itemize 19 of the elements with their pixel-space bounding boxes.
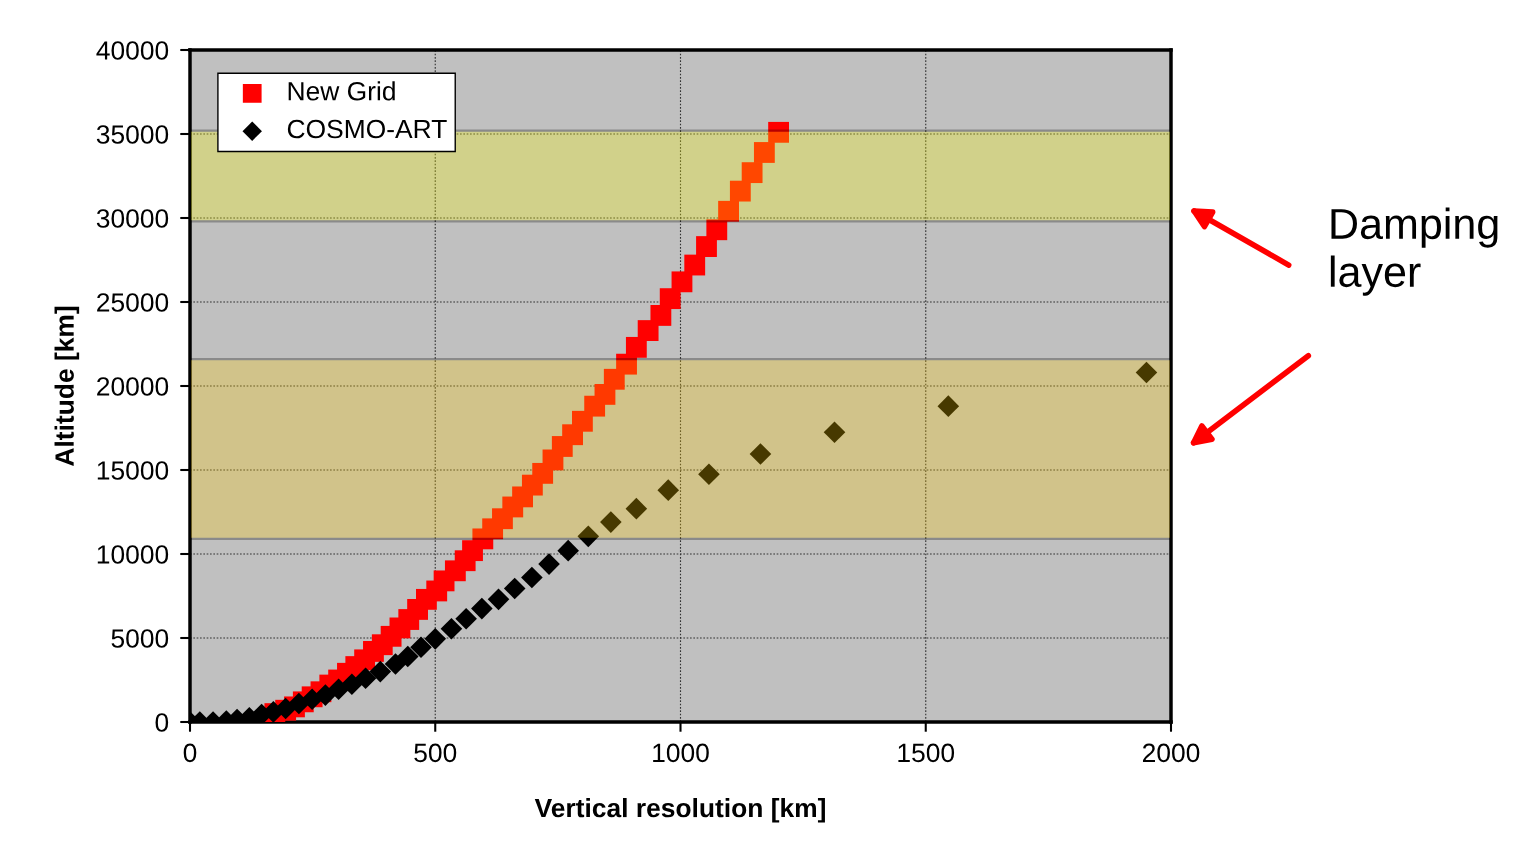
y-tick-label: 40000 — [96, 41, 169, 60]
y-tick-label: 25000 — [97, 293, 169, 312]
y-tick-label: 20000 — [97, 377, 169, 396]
y-axis-title: Altitude [km] — [54, 306, 80, 466]
x-tick-label: 1000 — [653, 743, 709, 763]
y-tick-label: 30000 — [96, 209, 169, 228]
x-tick-label: 500 — [414, 743, 457, 763]
legend-label: COSMO-ART — [287, 119, 447, 139]
y-tick-label: 0 — [155, 713, 169, 732]
y-tick-label: 10000 — [97, 545, 169, 564]
y-tick-label: 15000 — [97, 461, 169, 480]
y-tick-label: 35000 — [96, 125, 169, 144]
legend-label: New Grid — [288, 81, 395, 101]
x-tick-label: 0 — [183, 743, 197, 763]
x-axis-title: Vertical resolution [km] — [534, 797, 825, 823]
x-tick-label: 2000 — [1142, 743, 1200, 763]
y-tick-label: 5000 — [111, 629, 169, 648]
x-tick-label: 1500 — [898, 743, 955, 763]
text: Damping layer — [1330, 207, 1498, 296]
